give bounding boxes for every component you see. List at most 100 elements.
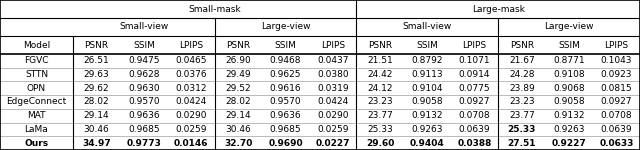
Text: 24.28: 24.28 bbox=[509, 70, 534, 79]
Text: 23.77: 23.77 bbox=[509, 111, 535, 120]
Text: 0.0708: 0.0708 bbox=[459, 111, 490, 120]
Text: Model: Model bbox=[23, 40, 50, 50]
Text: 0.9058: 0.9058 bbox=[412, 98, 443, 106]
Text: 0.0927: 0.0927 bbox=[600, 98, 632, 106]
Text: 0.0633: 0.0633 bbox=[599, 139, 634, 148]
Text: SSIM: SSIM bbox=[275, 40, 296, 50]
Text: 0.9263: 0.9263 bbox=[554, 125, 585, 134]
Text: LaMa: LaMa bbox=[24, 125, 49, 134]
Text: 0.0319: 0.0319 bbox=[317, 84, 349, 93]
Text: OPN: OPN bbox=[27, 84, 46, 93]
Text: LPIPS: LPIPS bbox=[321, 40, 345, 50]
Text: 0.9690: 0.9690 bbox=[268, 139, 303, 148]
Text: 0.0380: 0.0380 bbox=[317, 70, 349, 79]
Text: 21.67: 21.67 bbox=[509, 56, 535, 65]
Text: 0.0775: 0.0775 bbox=[459, 84, 490, 93]
Text: Large-view: Large-view bbox=[545, 22, 594, 32]
Text: 29.62: 29.62 bbox=[84, 84, 109, 93]
Text: LPIPS: LPIPS bbox=[463, 40, 486, 50]
Text: 0.0923: 0.0923 bbox=[600, 70, 632, 79]
Text: 0.9058: 0.9058 bbox=[554, 98, 585, 106]
Text: 27.51: 27.51 bbox=[508, 139, 536, 148]
Text: 0.0424: 0.0424 bbox=[175, 98, 207, 106]
Text: 0.9108: 0.9108 bbox=[554, 70, 585, 79]
Text: STTN: STTN bbox=[25, 70, 48, 79]
Text: Small-mask: Small-mask bbox=[188, 4, 241, 14]
Text: Small-view: Small-view bbox=[119, 22, 168, 32]
Text: 25.33: 25.33 bbox=[367, 125, 393, 134]
Text: 0.0376: 0.0376 bbox=[175, 70, 207, 79]
Text: SSIM: SSIM bbox=[133, 40, 155, 50]
Text: 0.9132: 0.9132 bbox=[554, 111, 585, 120]
Text: 32.70: 32.70 bbox=[224, 139, 253, 148]
Text: 0.9685: 0.9685 bbox=[270, 125, 301, 134]
Text: PSNR: PSNR bbox=[510, 40, 534, 50]
Text: 0.9475: 0.9475 bbox=[128, 56, 159, 65]
Text: 0.9404: 0.9404 bbox=[410, 139, 445, 148]
Text: 26.51: 26.51 bbox=[84, 56, 109, 65]
Text: Small-view: Small-view bbox=[403, 22, 452, 32]
Text: 0.0914: 0.0914 bbox=[459, 70, 490, 79]
Text: 0.0815: 0.0815 bbox=[600, 84, 632, 93]
Text: 0.9113: 0.9113 bbox=[412, 70, 443, 79]
Text: 0.9570: 0.9570 bbox=[270, 98, 301, 106]
Text: 29.60: 29.60 bbox=[366, 139, 394, 148]
Text: 26.90: 26.90 bbox=[225, 56, 252, 65]
Text: 0.9636: 0.9636 bbox=[128, 111, 159, 120]
Text: 0.0259: 0.0259 bbox=[175, 125, 207, 134]
Text: 29.14: 29.14 bbox=[225, 111, 251, 120]
Text: 0.9104: 0.9104 bbox=[412, 84, 443, 93]
Text: PSNR: PSNR bbox=[84, 40, 109, 50]
Text: 0.9630: 0.9630 bbox=[128, 84, 159, 93]
Text: FGVC: FGVC bbox=[24, 56, 49, 65]
Text: 29.49: 29.49 bbox=[225, 70, 251, 79]
Text: 0.0259: 0.0259 bbox=[317, 125, 349, 134]
Text: 23.23: 23.23 bbox=[509, 98, 534, 106]
Text: 0.9625: 0.9625 bbox=[270, 70, 301, 79]
Text: Large-mask: Large-mask bbox=[472, 4, 525, 14]
Text: 28.02: 28.02 bbox=[225, 98, 251, 106]
Text: 0.0290: 0.0290 bbox=[317, 111, 349, 120]
Text: 0.8792: 0.8792 bbox=[412, 56, 443, 65]
Text: 23.89: 23.89 bbox=[509, 84, 535, 93]
Text: 24.42: 24.42 bbox=[367, 70, 393, 79]
Text: 0.0424: 0.0424 bbox=[317, 98, 349, 106]
Text: 0.9628: 0.9628 bbox=[128, 70, 159, 79]
Text: 0.9616: 0.9616 bbox=[270, 84, 301, 93]
Text: 21.51: 21.51 bbox=[367, 56, 393, 65]
Text: 0.8771: 0.8771 bbox=[554, 56, 585, 65]
Text: 0.0146: 0.0146 bbox=[174, 139, 209, 148]
Text: 29.14: 29.14 bbox=[84, 111, 109, 120]
Text: 28.02: 28.02 bbox=[84, 98, 109, 106]
Text: 0.9773: 0.9773 bbox=[127, 139, 161, 148]
Text: 0.9263: 0.9263 bbox=[412, 125, 443, 134]
Text: SSIM: SSIM bbox=[558, 40, 580, 50]
Text: 29.52: 29.52 bbox=[225, 84, 251, 93]
Text: 0.9132: 0.9132 bbox=[412, 111, 443, 120]
Text: SSIM: SSIM bbox=[417, 40, 438, 50]
Text: 23.23: 23.23 bbox=[367, 98, 393, 106]
Text: 0.0708: 0.0708 bbox=[600, 111, 632, 120]
Text: 0.0388: 0.0388 bbox=[458, 139, 492, 148]
Text: Large-view: Large-view bbox=[261, 22, 310, 32]
Text: 0.0639: 0.0639 bbox=[600, 125, 632, 134]
Text: 23.77: 23.77 bbox=[367, 111, 393, 120]
Text: LPIPS: LPIPS bbox=[179, 40, 203, 50]
Text: 0.9227: 0.9227 bbox=[552, 139, 586, 148]
Text: 0.1043: 0.1043 bbox=[600, 56, 632, 65]
Text: 0.0465: 0.0465 bbox=[175, 56, 207, 65]
Text: Ours: Ours bbox=[24, 139, 49, 148]
Text: 0.9468: 0.9468 bbox=[270, 56, 301, 65]
Text: 0.1071: 0.1071 bbox=[459, 56, 490, 65]
Text: LPIPS: LPIPS bbox=[604, 40, 628, 50]
Text: 0.0290: 0.0290 bbox=[175, 111, 207, 120]
Text: 0.0227: 0.0227 bbox=[316, 139, 350, 148]
Text: 0.0437: 0.0437 bbox=[317, 56, 349, 65]
Text: 24.12: 24.12 bbox=[367, 84, 393, 93]
Text: 0.9685: 0.9685 bbox=[128, 125, 159, 134]
Text: 0.9636: 0.9636 bbox=[270, 111, 301, 120]
Text: 0.0927: 0.0927 bbox=[459, 98, 490, 106]
Text: PSNR: PSNR bbox=[368, 40, 392, 50]
Text: PSNR: PSNR bbox=[227, 40, 250, 50]
Text: 30.46: 30.46 bbox=[225, 125, 252, 134]
